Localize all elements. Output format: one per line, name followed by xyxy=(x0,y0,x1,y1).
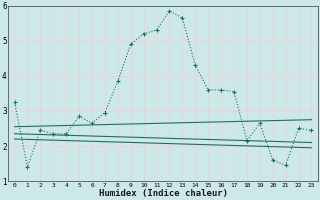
X-axis label: Humidex (Indice chaleur): Humidex (Indice chaleur) xyxy=(99,189,228,198)
